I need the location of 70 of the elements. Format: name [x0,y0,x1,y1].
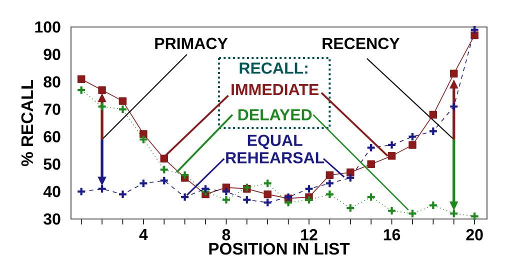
point [304,194,314,205]
x-tick-label: 16 [384,229,400,240]
point [450,70,458,78]
point [98,86,106,94]
y-tick-label: 30 [44,213,60,225]
y-tick-label: 100 [35,21,60,33]
point [470,31,478,40]
point [262,198,272,208]
point [366,192,376,202]
point [140,130,148,138]
point [97,102,107,112]
point [304,184,314,194]
point [221,186,232,196]
point [264,190,272,198]
point [97,184,107,194]
y-axis-title: % RECALL [21,80,34,166]
y-tick-label: 90 [44,48,60,60]
point [159,164,169,174]
point [180,192,190,202]
annotation: RECALL: [240,62,308,74]
annotation: RECENCY [322,38,400,50]
point [367,160,375,168]
x-tick-label: 8 [222,229,230,240]
y-tick-label: 60 [44,131,60,142]
point [324,178,335,188]
annotation: PRIMACY [155,38,228,50]
point [159,176,169,186]
point [324,190,335,200]
point [386,140,397,150]
point [408,141,416,149]
point [470,211,480,222]
point [76,85,86,95]
y-tick-label: 50 [44,158,60,170]
y-tick-label: 80 [44,76,60,88]
point [118,104,128,114]
point [346,203,356,213]
point [386,206,397,216]
y-tick-label: 40 [43,186,60,198]
y-tick-label: 70 [44,104,60,115]
point [428,200,438,210]
point [408,132,418,142]
point [326,171,334,179]
text: IMMEDIATE [232,84,319,96]
point [221,194,232,205]
point [262,178,272,188]
x-tick-label: 4 [139,229,148,240]
point [428,126,438,136]
point [346,168,354,176]
point [118,190,128,200]
point [180,170,190,180]
point [470,24,480,35]
point [76,186,86,196]
point [366,142,376,152]
point [200,184,210,194]
point [138,134,148,144]
x-tick-label: 20 [466,229,483,240]
point [160,154,168,163]
point [118,97,127,105]
point [429,110,438,119]
x-axis-title: POSITION IN LIST [209,242,350,255]
point [449,102,459,112]
text: DELAYED [238,109,312,120]
point [388,152,396,160]
point [77,75,86,83]
point [242,194,252,205]
x-tick-label: 12 [301,229,318,240]
point [284,192,294,202]
point [449,208,459,218]
point [138,178,148,188]
series-label: EQUAL REHEARSAL [226,134,324,164]
